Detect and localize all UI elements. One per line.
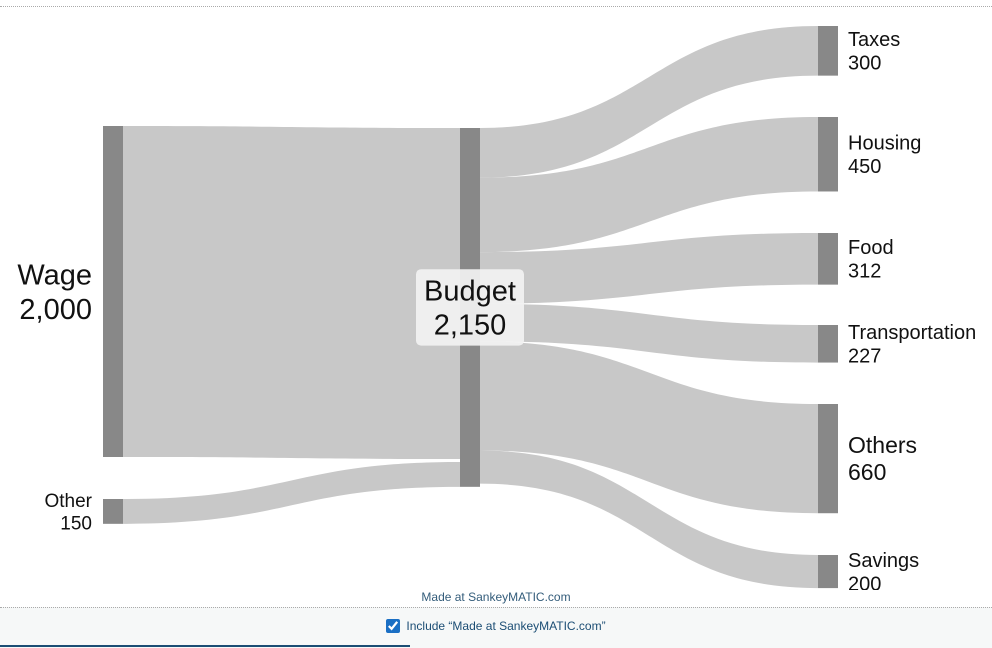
node-label-housing: Housing [848,132,921,154]
node-value-wage: 2,000 [19,294,92,326]
node-value-housing: 450 [848,156,881,178]
node-label-budget: Budget [424,275,516,307]
include-credit-option[interactable]: Include “Made at SankeyMATIC.com” [386,619,606,633]
node-value-food: 312 [848,261,881,283]
flow-budget-to-food [480,233,818,304]
node-value-taxes: 300 [848,53,881,75]
node-value-budget: 2,150 [434,310,507,342]
node-food[interactable] [818,233,838,285]
node-label-food: Food [848,237,894,259]
bottom-accent-line [0,645,410,647]
flow-budget-to-transportation [480,303,818,363]
node-label-wage: Wage [17,260,92,292]
node-value-transportation: 227 [848,346,881,368]
node-label-others: Others [848,432,917,458]
node-label-savings: Savings [848,550,919,572]
node-label-taxes: Taxes [848,29,900,51]
node-housing[interactable] [818,117,838,192]
node-wage[interactable] [103,126,123,457]
node-taxes[interactable] [818,26,838,76]
top-divider [0,6,992,7]
sankey-links [123,26,818,589]
node-other[interactable] [103,499,123,524]
node-value-others: 660 [848,459,886,485]
node-transportation[interactable] [818,325,838,363]
node-value-savings: 200 [848,573,881,590]
sankey-nodes [103,26,838,589]
node-label-transportation: Transportation [848,322,976,344]
flow-budget-to-housing [480,117,818,253]
flow-other-to-budget [123,462,460,524]
node-savings[interactable] [818,555,838,589]
flow-wage-to-budget [123,126,460,459]
flow-budget-to-others [480,341,818,514]
credit-options-bar: Include “Made at SankeyMATIC.com” [0,607,992,648]
node-label-other: Other [44,491,92,512]
node-value-other: 150 [60,513,92,534]
flow-budget-to-taxes [480,26,818,178]
flow-budget-to-savings [480,450,818,589]
made-at-credit: Made at SankeyMATIC.com [421,590,571,604]
include-credit-label: Include “Made at SankeyMATIC.com” [406,619,606,633]
node-others[interactable] [818,404,838,514]
include-credit-checkbox[interactable] [386,619,401,633]
budget-label-box [416,269,524,346]
